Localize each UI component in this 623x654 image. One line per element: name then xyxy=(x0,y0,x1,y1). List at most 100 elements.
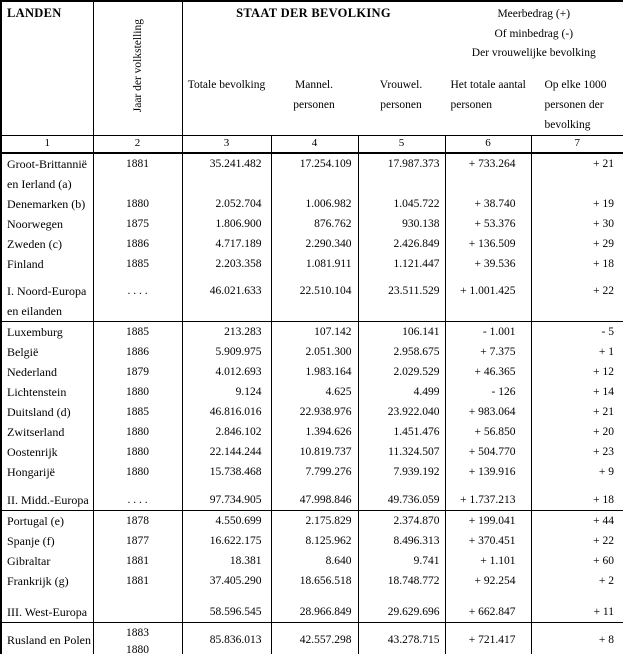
per-1000-column-label: Op elke 1000 personen der bevolking xyxy=(544,79,607,131)
census-year-cell: 1881 xyxy=(92,152,183,194)
per-1000-cell: + 2 xyxy=(530,570,623,591)
difference-cell: + 504.770 xyxy=(444,441,532,462)
empty-cell xyxy=(270,273,359,281)
table-row: II. Midd.-Europa. . . . 97.734.905 47.998.… xyxy=(0,489,623,510)
table-row: Rusland en Polen 1883 1880 85.836.013 42.557… xyxy=(0,621,623,654)
empty-cell xyxy=(181,590,272,602)
header-row: LANDEN Jaar der volkstelling STAAT DER B… xyxy=(1,1,623,136)
empty-cell xyxy=(530,590,623,602)
male-persons-cell: 28.966.849 xyxy=(270,601,359,622)
female-persons-cell: 2.958.675 xyxy=(357,341,446,362)
census-year-cell: . . . . xyxy=(92,489,183,510)
census-year-cell xyxy=(92,601,183,622)
country-cell: Lichtenstein xyxy=(0,381,94,402)
census-year-cell: . . . . xyxy=(92,280,183,321)
census-year-cell: 1883 1880 xyxy=(92,621,183,654)
female-persons-cell: 17.987.373 xyxy=(357,152,446,194)
male-persons-cell: 1.394.626 xyxy=(270,421,359,442)
country-cell: Oostenrijk xyxy=(0,441,94,462)
empty-cell xyxy=(270,590,359,602)
per-1000-cell: + 30 xyxy=(530,213,623,234)
male-persons-cell: 2.290.340 xyxy=(270,233,359,254)
difference-cell: + 983.064 xyxy=(444,401,532,422)
difference-cell: + 56.850 xyxy=(444,421,532,442)
per-1000-cell: + 23 xyxy=(530,441,623,462)
difference-cell: + 7.375 xyxy=(444,341,532,362)
table-row: Luxemburg 1885 213.283 107.142 106.141- 1.00… xyxy=(0,320,623,342)
table-row: Nederland 1879 4.012.693 1.983.164 2.029.529… xyxy=(0,361,623,382)
empty-cell xyxy=(92,273,183,281)
per-1000-cell: + 60 xyxy=(530,550,623,571)
empty-cell xyxy=(444,273,532,281)
header-top-band: STAAT DER BEVOLKING Meerbedrag (+) Of mi… xyxy=(183,2,623,75)
total-population-cell: 9.124 xyxy=(181,381,272,402)
difference-cell: - 1.001 xyxy=(444,320,532,342)
column-number-1: 1 xyxy=(0,135,94,154)
per-1000-cell: + 1 xyxy=(530,341,623,362)
female-persons-cell: 106.141 xyxy=(357,320,446,342)
census-year-cell: 1886 xyxy=(92,341,183,362)
total-population-cell: 16.622.175 xyxy=(181,530,272,551)
difference-cell: + 733.264 xyxy=(444,152,532,194)
country-cell: Denemarken (b) xyxy=(0,193,94,214)
male-persons-cell: 47.998.846 xyxy=(270,489,359,510)
census-year-header-cell: Jaar der volkstelling xyxy=(93,1,183,136)
table-row: Noorwegen 1875 1.806.900 876.762 930.138 + 53… xyxy=(0,213,623,234)
per-1000-cell: + 21 xyxy=(530,152,623,194)
column-number-7: 7 xyxy=(530,135,623,154)
census-year-cell: 1885 xyxy=(92,253,183,274)
empty-cell xyxy=(0,481,94,490)
column-number-6: 6 xyxy=(444,135,532,154)
table-row: Hongarijë 1880 15.738.468 7.799.276 7.939.19… xyxy=(0,461,623,482)
spacer-row xyxy=(0,481,623,490)
female-persons-cell: 4.499 xyxy=(357,381,446,402)
column-labels-band: Totale bevolking Mannel. personen Vrouwe… xyxy=(183,75,623,135)
column-number-2: 2 xyxy=(92,135,183,154)
difference-cell: + 662.847 xyxy=(444,601,532,622)
country-cell: Noorwegen xyxy=(0,213,94,234)
total-population-cell: 213.283 xyxy=(181,320,272,342)
empty-cell xyxy=(0,273,94,281)
female-persons-cell: 1.121.447 xyxy=(357,253,446,274)
census-year-cell: 1880 xyxy=(92,461,183,482)
male-persons-cell: 7.799.276 xyxy=(270,461,359,482)
country-cell: Gibraltar xyxy=(0,550,94,571)
male-persons-cell: 8.125.962 xyxy=(270,530,359,551)
country-cell: Frankrijk (g) xyxy=(0,570,94,591)
male-persons-cell: 10.819.737 xyxy=(270,441,359,462)
census-year-cell: 1881 xyxy=(92,550,183,571)
table-row: III. West-Europa 58.596.545 28.966.849 29.6… xyxy=(0,601,623,622)
difference-cell: + 38.740 xyxy=(444,193,532,214)
country-cell: Spanje (f) xyxy=(0,530,94,551)
empty-cell xyxy=(270,481,359,490)
male-persons-cell: 42.557.298 xyxy=(270,621,359,654)
country-cell: Luxemburg xyxy=(0,320,94,342)
difference-cell: + 1.001.425 xyxy=(444,280,532,321)
census-year-cell: 1877 xyxy=(92,530,183,551)
total-population-column-label: Totale bevolking xyxy=(187,79,266,91)
per-1000-cell: + 29 xyxy=(530,233,623,254)
table-row: Portugal (e) 1878 4.550.699 2.175.829 2.374.… xyxy=(0,509,623,531)
per-1000-cell: + 18 xyxy=(530,489,623,510)
per-1000-cell: + 44 xyxy=(530,509,623,531)
female-persons-cell: 2.374.870 xyxy=(357,509,446,531)
empty-cell xyxy=(444,590,532,602)
table-row: Spanje (f) 1877 16.622.175 8.125.962 8.496.3… xyxy=(0,530,623,551)
per-1000-cell: + 11 xyxy=(530,601,623,622)
difference-cell: + 370.451 xyxy=(444,530,532,551)
country-cell: Portugal (e) xyxy=(0,509,94,531)
country-cell: Zweden (c) xyxy=(0,233,94,254)
per-1000-cell: + 8 xyxy=(530,621,623,654)
per-1000-cell: + 21 xyxy=(530,401,623,422)
column-number-5: 5 xyxy=(357,135,446,154)
female-persons-cell: 18.748.772 xyxy=(357,570,446,591)
census-year-cell: 1879 xyxy=(92,361,183,382)
column-number-4: 4 xyxy=(270,135,359,154)
country-cell: Zwitserland xyxy=(0,421,94,442)
total-population-cell: 85.836.013 xyxy=(181,621,272,654)
difference-cell: + 139.916 xyxy=(444,461,532,482)
total-number-column-label: Het totale aantal personen xyxy=(450,79,526,111)
total-population-cell: 35.241.482 xyxy=(181,152,272,194)
per-1000-cell: + 14 xyxy=(530,381,623,402)
table-row: Finland 1885 2.203.358 1.081.911 1.121.447 + … xyxy=(0,253,623,274)
